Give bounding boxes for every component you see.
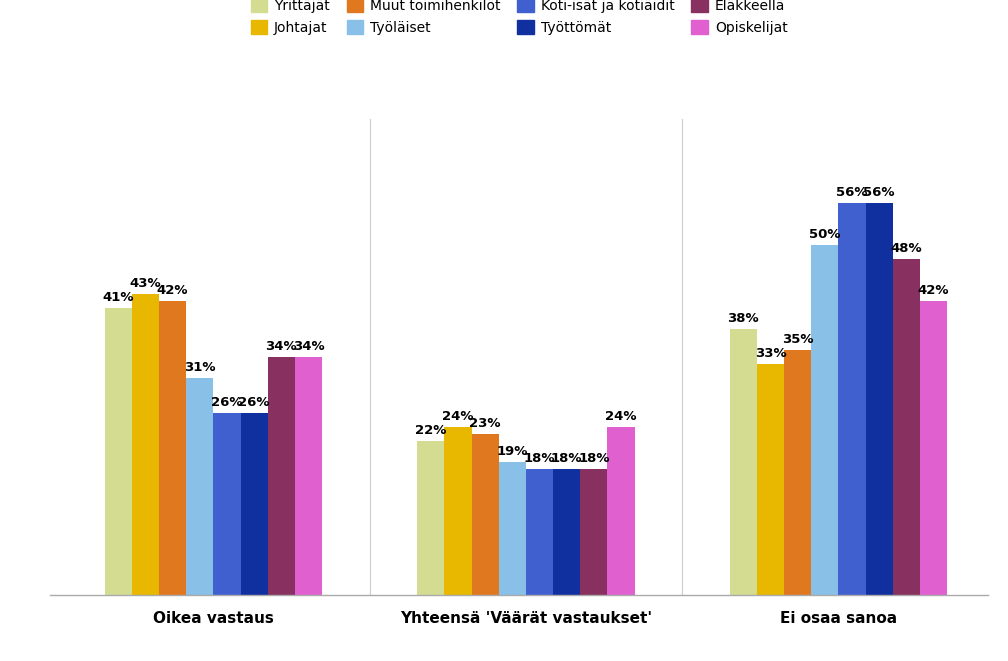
Bar [784,350,811,595]
Bar [839,203,866,595]
Bar [241,413,268,595]
Text: 19%: 19% [497,446,528,459]
Bar [526,469,553,595]
Bar [132,294,159,595]
Text: 26%: 26% [212,397,243,409]
Bar [295,357,323,595]
Text: 35%: 35% [782,333,813,346]
Legend: Yrittäjät, Johtajat, Muut toimihenkilöt, Työläiset, Koti-isät ja kotiäidit, Työt: Yrittäjät, Johtajat, Muut toimihenkilöt,… [245,0,793,40]
Text: 23%: 23% [470,418,501,430]
Text: 34%: 34% [292,340,325,354]
Bar [214,413,241,595]
Bar [186,378,214,595]
Text: 48%: 48% [890,243,922,255]
Text: 34%: 34% [265,340,297,354]
Text: 24%: 24% [443,410,474,424]
Bar [920,301,948,595]
Bar [866,203,893,595]
Bar [553,469,581,595]
Text: 43%: 43% [130,278,161,290]
Bar [472,434,499,595]
Bar [730,329,757,595]
Bar [159,301,186,595]
Bar [893,259,920,595]
Bar [445,427,472,595]
Text: 42%: 42% [157,284,188,297]
Text: 22%: 22% [415,424,447,438]
Text: 56%: 56% [864,186,895,200]
Bar [499,462,526,595]
Text: 42%: 42% [917,284,950,297]
Text: 31%: 31% [184,362,216,374]
Text: 33%: 33% [755,348,786,360]
Text: 50%: 50% [809,229,841,241]
Bar [581,469,608,595]
Bar [608,427,635,595]
Bar [105,308,132,595]
Bar [757,364,784,595]
Text: 18%: 18% [579,452,610,465]
Text: 26%: 26% [239,397,270,409]
Text: 18%: 18% [524,452,555,465]
Text: 41%: 41% [103,292,134,305]
Text: 24%: 24% [605,410,637,424]
Bar [417,441,445,595]
Text: 56%: 56% [837,186,868,200]
Bar [811,245,839,595]
Bar [268,357,295,595]
Text: 18%: 18% [551,452,583,465]
Text: 38%: 38% [728,313,759,325]
